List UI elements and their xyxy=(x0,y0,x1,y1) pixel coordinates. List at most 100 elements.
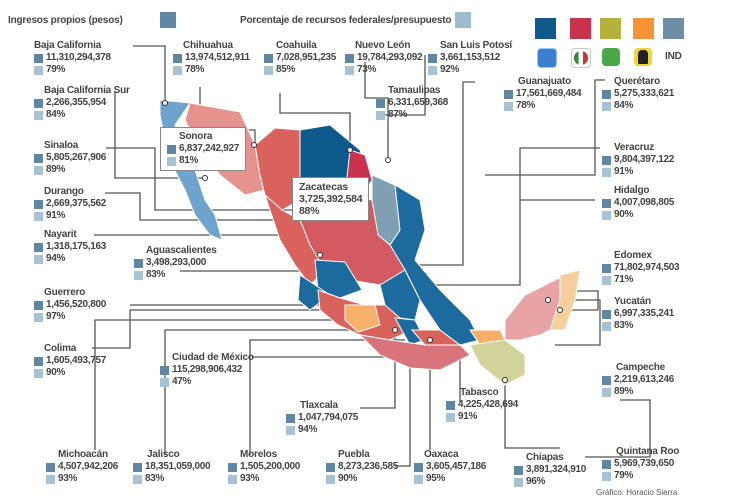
income-value: 5,275,333,621 xyxy=(614,88,675,99)
income-value: 9,804,397,122 xyxy=(614,154,675,165)
pct-value: 97% xyxy=(46,311,66,322)
income-value: 2,669,375,562 xyxy=(46,198,107,209)
state-tlaxcala: Tlaxcala 1,047,794,075 94% xyxy=(286,400,358,436)
state-name: Chiapas xyxy=(526,452,564,463)
income-value: 4,007,098,805 xyxy=(614,197,675,208)
state-name: Edomex xyxy=(614,250,652,261)
state-name: Coahuila xyxy=(276,40,317,51)
state-nayarit: Nayarit 1,318,175,163 94% xyxy=(34,229,106,265)
income-value: 11,310,294,378 xyxy=(46,52,111,63)
state-name: Tabasco xyxy=(460,387,499,398)
pct-value: 93% xyxy=(58,473,78,484)
pct-value: 78% xyxy=(516,100,536,111)
pct-value: 83% xyxy=(614,320,634,331)
income-value: 2,219,613,246 xyxy=(614,374,675,385)
pct-value: 90% xyxy=(338,473,358,484)
pvem-logo-icon xyxy=(602,48,620,66)
income-value: 5,805,267,906 xyxy=(46,152,107,163)
income-value: 71,802,974,503 xyxy=(614,262,680,273)
state-oaxaca: Oaxaca 3,605,457,186 95% xyxy=(414,449,486,485)
pct-value: 93% xyxy=(240,473,260,484)
state-baja-california-sur: Baja California Sur 2,266,355,954 84% xyxy=(34,85,130,121)
pct-value: 91% xyxy=(614,166,634,177)
pct-value: 81% xyxy=(179,155,199,166)
state-name: Quintana Roo xyxy=(616,446,680,457)
state-nuevo-leon: Nuevo León 19,784,293,092 73% xyxy=(345,40,423,76)
ind-label: IND xyxy=(665,51,682,62)
state-name: Nayarit xyxy=(44,229,77,240)
state-yucatan: Yucatán 6,997,335,241 83% xyxy=(602,296,674,332)
pct-value: 96% xyxy=(526,476,546,487)
income-value: 18,351,059,000 xyxy=(145,461,211,472)
pct-value: 91% xyxy=(458,411,478,422)
state-michoacan: Michoacán 4,507,942,206 93% xyxy=(46,449,118,485)
state-hidalgo: Hidalgo 4,007,098,805 90% xyxy=(602,185,674,221)
income-value: 3,498,293,000 xyxy=(146,257,207,268)
pct-value: 84% xyxy=(614,100,634,111)
income-value: 17,561,669,484 xyxy=(516,88,582,99)
state-guerrero: Guerrero 1,456,520,800 97% xyxy=(34,287,106,323)
state-name: Puebla xyxy=(338,449,370,460)
state-name: Oaxaca xyxy=(424,449,459,460)
income-value: 1,047,794,075 xyxy=(298,412,359,423)
state-cdmx: Ciudad de México 115,298,906,432 47% xyxy=(160,352,254,388)
state-veracruz: Veracruz 9,804,397,122 91% xyxy=(602,142,674,178)
state-tabasco: Tabasco 4,225,428,694 91% xyxy=(446,387,518,423)
income-value: 3,891,324,910 xyxy=(526,464,587,475)
state-name: Morelos xyxy=(240,449,277,460)
state-name: Querétaro xyxy=(614,76,660,87)
state-guanajuato: Guanajuato 17,561,669,484 78% xyxy=(504,76,582,112)
state-name: Guanajuato xyxy=(518,76,572,87)
income-value: 6,837,242,927 xyxy=(179,143,240,154)
pct-value: 84% xyxy=(46,109,66,120)
state-aguascalientes: Aguascalientes 3,498,293,000 83% xyxy=(134,245,217,281)
legend-own-income-swatch xyxy=(160,12,176,28)
state-name: Baja California Sur xyxy=(44,85,130,96)
pct-value: 78% xyxy=(185,64,205,75)
state-name: Baja California xyxy=(34,40,102,51)
party-pri-swatch xyxy=(570,18,591,39)
state-name: Nuevo León xyxy=(355,40,411,51)
state-name: Aguascalientes xyxy=(146,245,217,256)
state-durango: Durango 2,669,375,562 91% xyxy=(34,186,106,222)
pct-value: 90% xyxy=(614,209,634,220)
pct-value: 95% xyxy=(426,473,446,484)
pct-value: 89% xyxy=(46,164,66,175)
state-name: Guerrero xyxy=(44,287,86,298)
graphic-credit: Gráfico: Horacio Sierra xyxy=(596,488,678,497)
state-name: Campeche xyxy=(616,362,665,373)
state-tamaulipas: Tamaulipas 6,331,659,368 87% xyxy=(376,85,448,121)
pct-value: 94% xyxy=(46,253,66,264)
income-value: 2,266,355,954 xyxy=(46,97,107,108)
pct-value: 73% xyxy=(357,64,377,75)
state-zacatecas: Zacatecas 3,725,392,584 88% xyxy=(292,177,370,221)
income-value: 6,331,659,368 xyxy=(388,97,449,108)
pct-value: 71% xyxy=(614,274,634,285)
pct-value: 88% xyxy=(299,205,320,217)
state-queretaro: Querétaro 5,275,333,621 84% xyxy=(602,76,674,112)
state-puebla: Puebla 8,273,236,585 90% xyxy=(326,449,398,485)
pct-value: 91% xyxy=(46,210,66,221)
pan-logo-icon xyxy=(537,48,557,68)
pct-value: 79% xyxy=(614,470,634,481)
state-name: Chihuahua xyxy=(183,40,233,51)
state-name: Michoacán xyxy=(58,449,108,460)
state-chihuahua: Chihuahua 13,974,512,911 78% xyxy=(173,40,250,76)
income-value: 3,605,457,186 xyxy=(426,461,487,472)
state-chiapas: Chiapas 3,891,324,910 96% xyxy=(514,452,586,488)
state-name: San Luis Potosí xyxy=(440,40,513,51)
state-quintana-roo: Quintana Roo 5,969,739,650 79% xyxy=(602,446,679,482)
pct-value: 92% xyxy=(440,64,460,75)
income-value: 1,456,520,800 xyxy=(46,299,107,310)
state-name: Colima xyxy=(44,343,77,354)
pct-value: 83% xyxy=(145,473,165,484)
income-value: 7,028,951,235 xyxy=(276,52,337,63)
pct-value: 47% xyxy=(172,376,192,387)
party-ind-swatch xyxy=(663,18,684,39)
morena-logo-icon xyxy=(634,48,652,66)
state-name: Veracruz xyxy=(614,142,655,153)
state-name: Durango xyxy=(44,186,84,197)
legend-own-income-label: Ingresos propios (pesos) xyxy=(8,15,123,26)
income-value: 1,605,493,757 xyxy=(46,355,107,366)
state-coahuila: Coahuila 7,028,951,235 85% xyxy=(264,40,336,76)
